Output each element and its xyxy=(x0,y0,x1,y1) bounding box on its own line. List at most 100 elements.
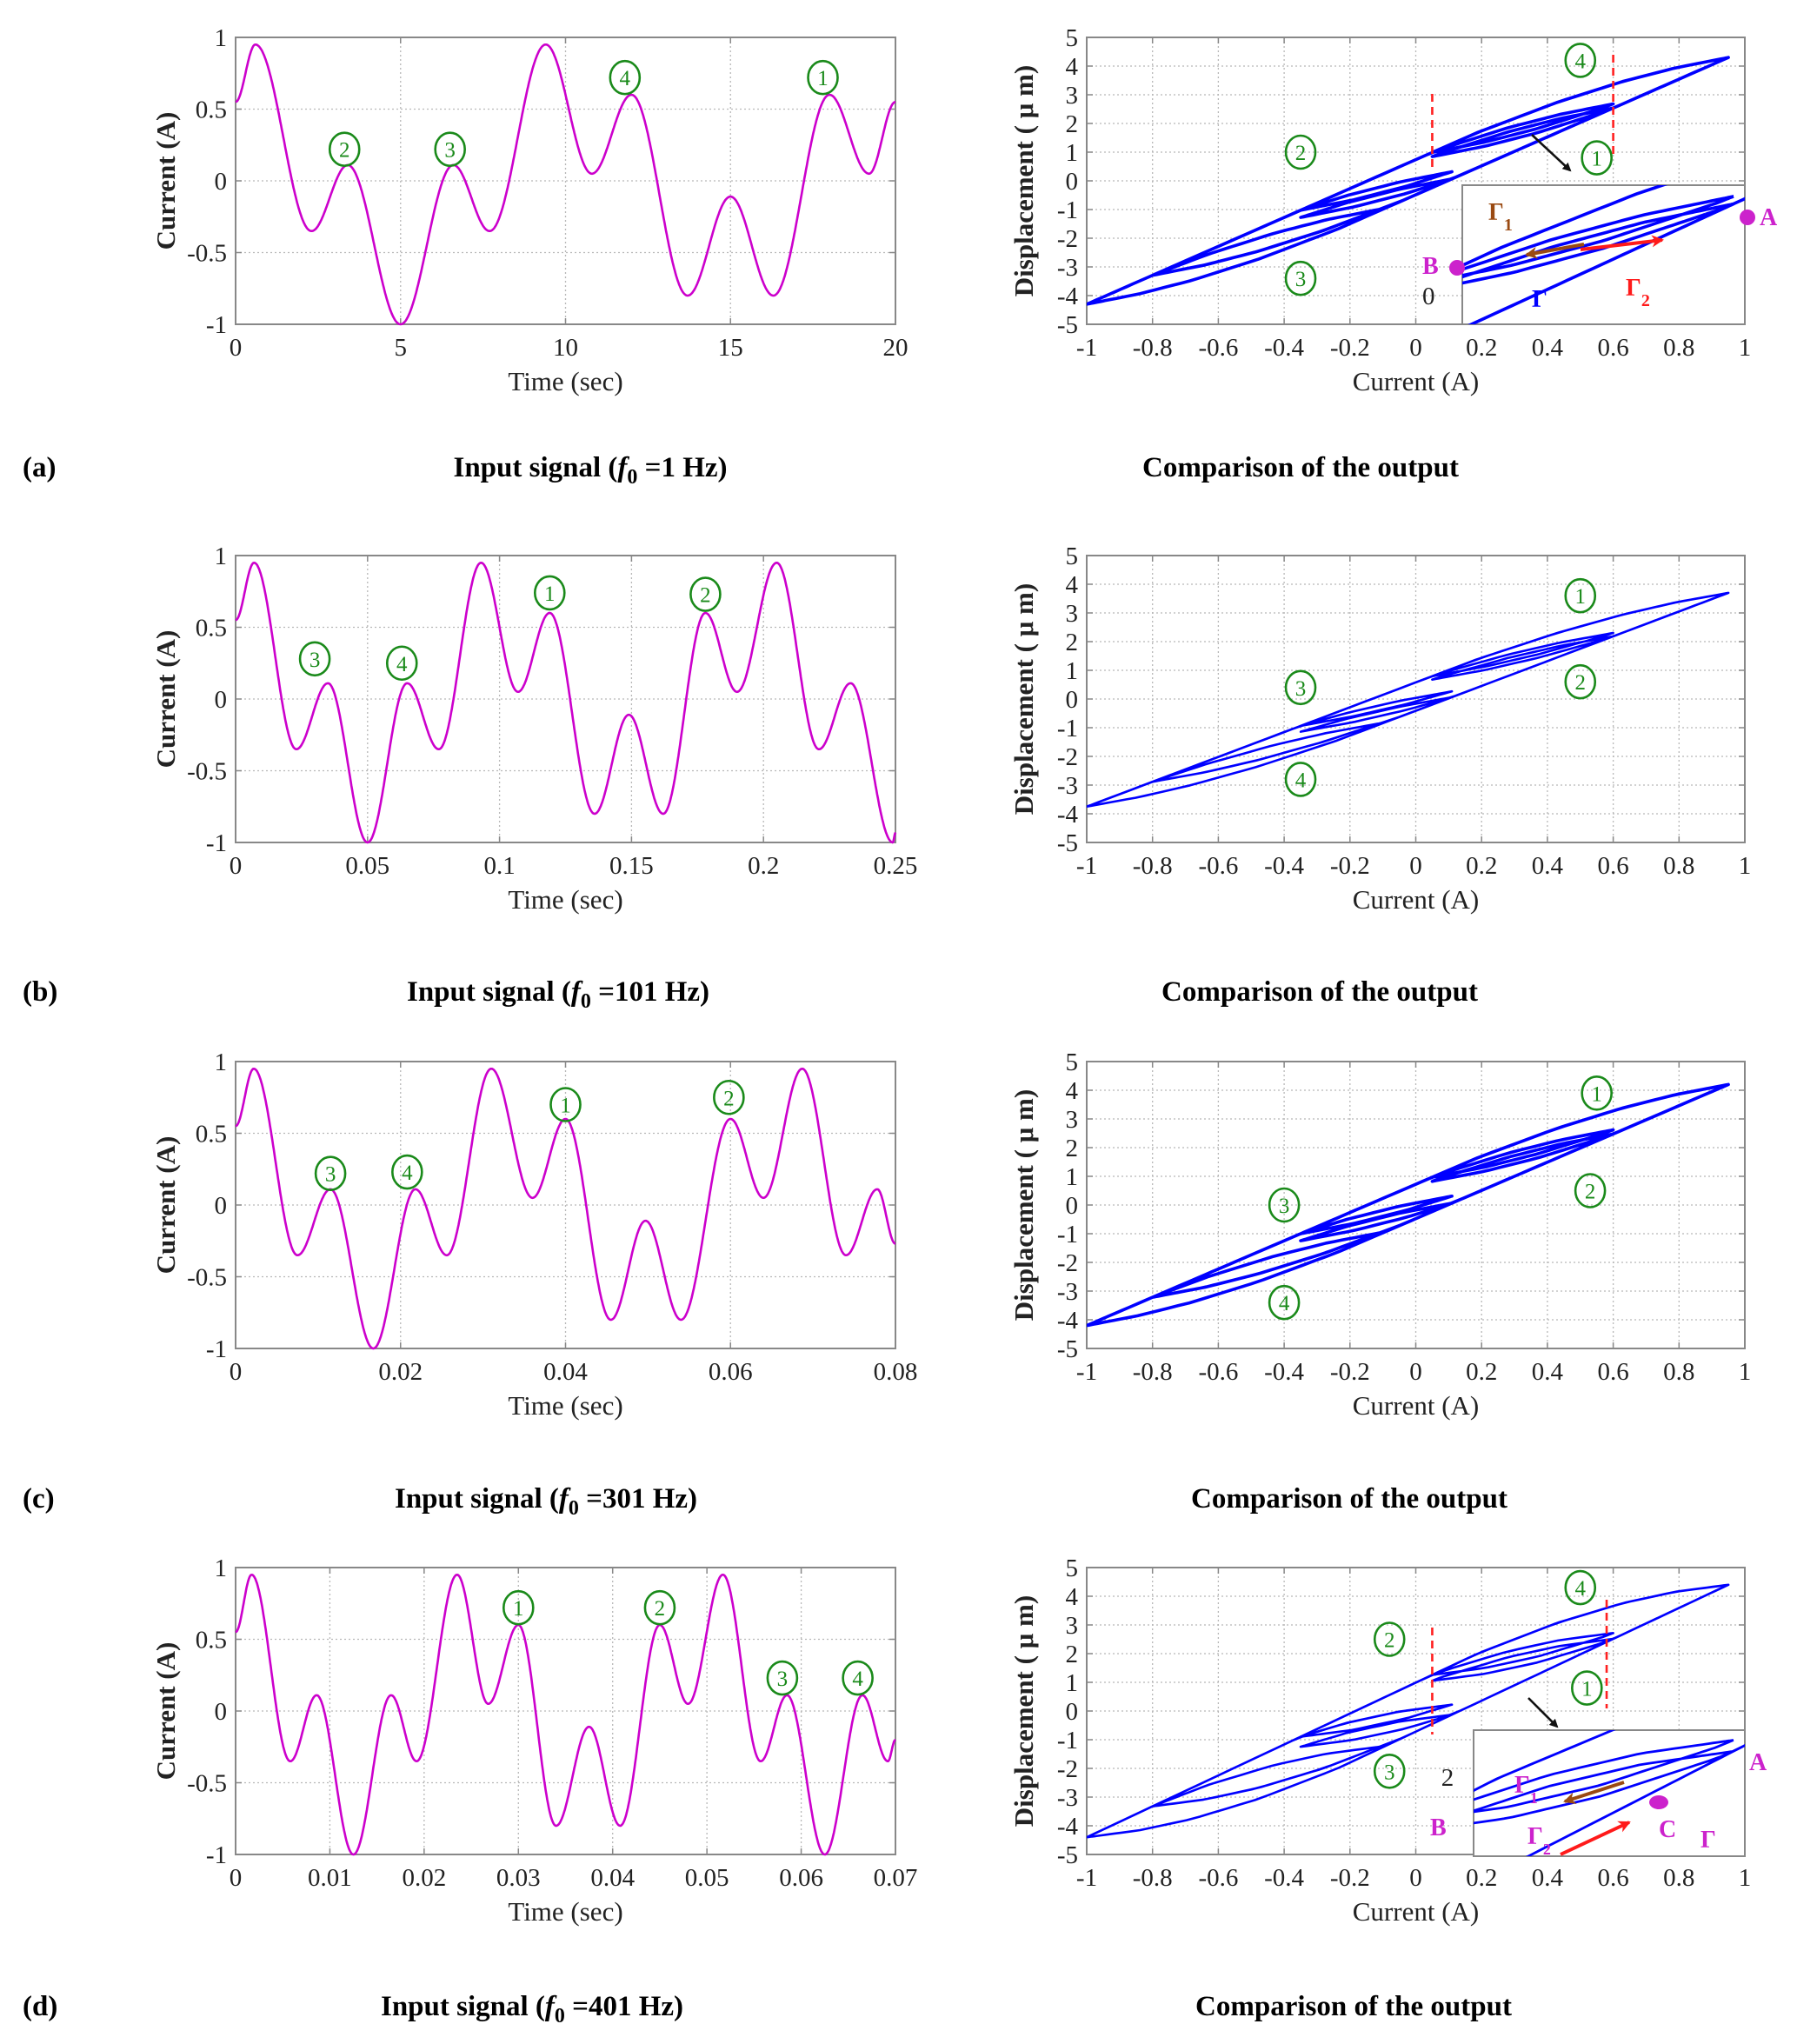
marker-number: 2 xyxy=(1585,1181,1596,1204)
circled-number-marker: 3 xyxy=(1373,1754,1406,1789)
x-tick-label: 0.4 xyxy=(1532,334,1564,362)
circled-number-marker: 2 xyxy=(713,1079,745,1115)
x-tick-label: -0.2 xyxy=(1330,1358,1370,1386)
x-axis-label: Current (A) xyxy=(1353,366,1479,396)
y-tick-label: 5 xyxy=(1066,1555,1079,1582)
x-tick-label: 0.07 xyxy=(874,1864,918,1892)
y-tick-label: 3 xyxy=(1066,82,1079,110)
x-tick-label: -0.8 xyxy=(1133,1358,1173,1386)
circled-number-marker: 2 xyxy=(643,1589,676,1626)
y-tick-label: 2 xyxy=(1066,110,1079,138)
marker-circle xyxy=(434,131,466,167)
y-tick-label: -4 xyxy=(1057,1307,1079,1335)
circled-number-marker: 2 xyxy=(689,576,722,612)
panel-letter: (a) xyxy=(23,452,56,483)
x-axis-label: Current (A) xyxy=(1353,1390,1479,1421)
marker-number: 4 xyxy=(396,653,408,676)
y-tick-label: -5 xyxy=(1057,311,1078,339)
y-tick-label: 0 xyxy=(215,1192,228,1220)
marker-number: 2 xyxy=(723,1087,735,1110)
y-tick-label: -5 xyxy=(1057,829,1078,857)
axes-frame xyxy=(235,555,896,843)
y-tick-label: 0 xyxy=(215,686,228,714)
y-axis-label: Current (A) xyxy=(150,1642,181,1781)
marker-circle xyxy=(328,131,361,167)
y-tick-label: 0 xyxy=(1066,686,1079,714)
caption-comparison: Comparison of the output xyxy=(1142,452,1459,483)
marker-number: 1 xyxy=(560,1095,571,1118)
caption-row-b: (b) Input signal (f0 =101 Hz) Comparison… xyxy=(23,976,1478,1013)
marker-circle xyxy=(1284,669,1317,706)
y-tick-label: -1 xyxy=(1057,1727,1078,1754)
y-tick-label: 3 xyxy=(1066,600,1079,628)
x-axis-label: Current (A) xyxy=(1353,1896,1479,1927)
circled-number-marker: 3 xyxy=(1268,1187,1301,1223)
marker-circle xyxy=(1581,140,1613,176)
caption-sub: 0 xyxy=(627,466,637,489)
caption-row-c: (c) Input signal (f0 =301 Hz) Comparison… xyxy=(23,1483,1507,1520)
hysteresis-curve xyxy=(1087,591,1730,809)
gamma-label: Γ xyxy=(1700,1827,1716,1854)
circled-number-marker: 4 xyxy=(1564,43,1597,78)
zoom-arrow-icon xyxy=(1527,1697,1559,1728)
caption-suffix: =101 Hz) xyxy=(591,976,709,1008)
panel-letter: (c) xyxy=(23,1483,55,1515)
marker-number: 4 xyxy=(1575,50,1587,73)
y-axis-label: Displacement ( μ m) xyxy=(1008,583,1039,815)
output-hysteresis-chart: -1 -0.8 -0.6 -0.4 -0.2 0 0.2 0.4 0.6 0.8 1543210-1… xyxy=(1008,24,1778,396)
y-tick-label: -0.5 xyxy=(187,758,227,786)
x-tick-label: 0.2 xyxy=(1466,1864,1497,1892)
marker-circle xyxy=(713,1079,745,1115)
gamma2-subscript: 2 xyxy=(1641,291,1650,310)
marker-number: 3 xyxy=(309,649,321,672)
marker-circle xyxy=(1571,1670,1603,1706)
x-tick-label: 0.6 xyxy=(1597,852,1628,880)
x-tick-label: 0.04 xyxy=(543,1358,588,1386)
panel-letter: (d) xyxy=(23,1991,57,2022)
label-b: B xyxy=(1422,253,1439,280)
x-tick-label: 0.06 xyxy=(709,1358,753,1386)
marker-number: 4 xyxy=(852,1668,863,1691)
marker-circle xyxy=(533,575,566,611)
marker-circle xyxy=(643,1589,676,1626)
gamma1-label: Γ1 xyxy=(1514,1772,1538,1807)
y-tick-label: -0.5 xyxy=(187,1770,227,1798)
x-tick-label: 0 xyxy=(1409,1358,1422,1386)
y-tick-label: 1 xyxy=(1066,657,1079,685)
caption-f: f xyxy=(559,1483,571,1515)
red-direction-arrow-icon xyxy=(1580,235,1664,251)
y-tick-label: 1 xyxy=(215,24,228,52)
marker-circle xyxy=(1373,1621,1406,1657)
y-tick-label: 0 xyxy=(1066,1698,1079,1726)
y-tick-label: -5 xyxy=(1057,1335,1078,1363)
axes-frame xyxy=(235,37,896,325)
x-tick-label: -0.4 xyxy=(1264,1864,1304,1892)
gamma1-symbol: Γ xyxy=(1514,1772,1530,1799)
zoom-inset: Γ1 AB0 Γ Γ2 xyxy=(1422,184,1778,325)
y-tick-label: -2 xyxy=(1057,1249,1078,1277)
gamma2-label: Γ2 xyxy=(1527,1823,1551,1858)
marker-number: 1 xyxy=(1575,585,1587,609)
circled-number-marker: 3 xyxy=(766,1660,799,1696)
marker-number: 3 xyxy=(1295,677,1307,701)
x-tick-label: 0.4 xyxy=(1532,1358,1564,1386)
gamma-label: Γ xyxy=(1532,286,1547,313)
x-tick-label: 0.8 xyxy=(1663,334,1694,362)
axes-frame xyxy=(1086,37,1746,325)
y-tick-label: -1 xyxy=(206,1841,227,1869)
x-tick-label: 0.8 xyxy=(1663,852,1694,880)
y-tick-label: 4 xyxy=(1066,571,1079,599)
zoom-arrow-icon xyxy=(1531,134,1572,172)
caption-row-d: (d) Input signal (f0 =401 Hz) Comparison… xyxy=(23,1991,1512,2027)
marker-number: 2 xyxy=(1575,671,1587,695)
x-tick-label: -0.8 xyxy=(1133,334,1173,362)
caption-input-signal: Input signal (f0 =1 Hz) xyxy=(453,452,727,489)
caption-suffix: =1 Hz) xyxy=(637,452,727,483)
panel-letter: (b) xyxy=(23,976,57,1008)
input-signal-chart: 0 0.02 0.04 0.06 0.08 1 0.5 0 -0.5 -1 Time (sec) Cu… xyxy=(150,1049,917,1421)
output-hysteresis-chart: -1 -0.8 -0.6 -0.4 -0.2 0 0.2 0.4 0.6 0.8 1543210-1… xyxy=(1008,543,1751,915)
x-tick-label: 0.01 xyxy=(308,1864,352,1892)
caption-prefix: Input signal ( xyxy=(407,976,571,1008)
y-tick-label: -1 xyxy=(206,311,227,339)
